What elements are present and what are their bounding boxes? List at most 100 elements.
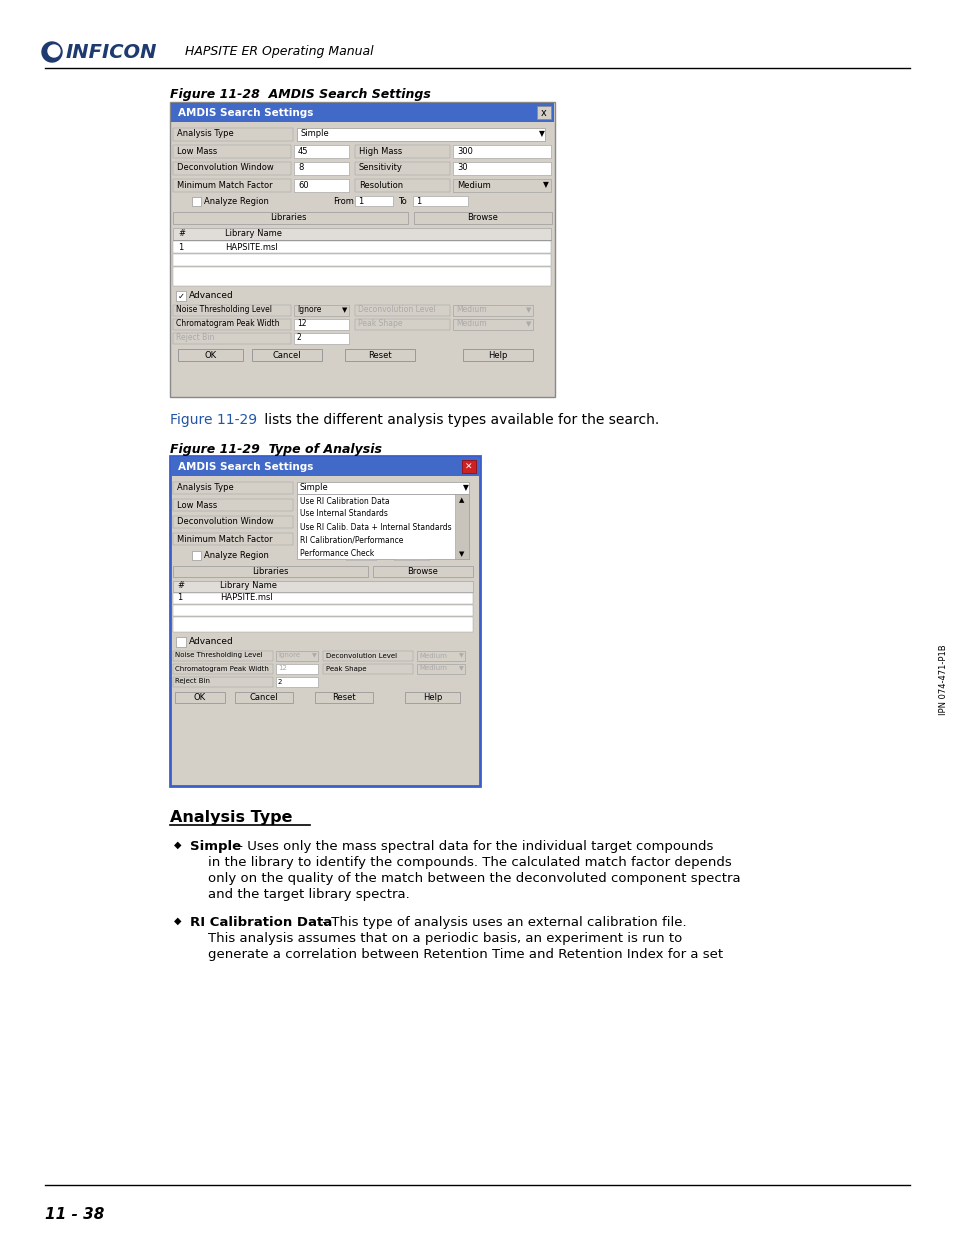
Text: Help: Help [488, 351, 507, 359]
Bar [172, 516, 293, 529]
Text: 1: 1 [177, 594, 182, 603]
Text: 45: 45 [297, 147, 308, 156]
Text: only on the quality of the match between the deconvoluted component spectra: only on the quality of the match between… [208, 872, 740, 885]
Text: Medium: Medium [456, 320, 486, 329]
Bar [192, 198, 201, 206]
Bar [192, 551, 201, 559]
Text: INFICON: INFICON [66, 42, 157, 62]
Text: Browse: Browse [467, 214, 497, 222]
Text: - Uses only the mass spectral data for the individual target compounds: - Uses only the mass spectral data for t… [233, 840, 713, 853]
Bar [175, 291, 186, 301]
Text: 1: 1 [357, 196, 363, 205]
Text: Cancel: Cancel [273, 351, 301, 359]
Text: - This type of analysis uses an external calibration file.: - This type of analysis uses an external… [317, 916, 686, 929]
Text: Simple: Simple [299, 483, 329, 493]
Text: 12: 12 [296, 320, 306, 329]
Bar [172, 162, 291, 175]
Text: 1: 1 [396, 551, 402, 559]
Text: ▼: ▼ [525, 321, 531, 327]
Text: Ignore: Ignore [277, 652, 300, 658]
Bar [172, 228, 551, 240]
Bar [453, 319, 533, 330]
Text: ▼: ▼ [542, 180, 548, 189]
Bar [175, 637, 186, 647]
Bar [172, 618, 473, 632]
Text: Browse: Browse [407, 567, 438, 576]
Text: Use Internal Standards: Use Internal Standards [299, 510, 388, 519]
Text: OK: OK [204, 351, 216, 359]
Bar [170, 103, 555, 396]
Text: Peak Shape: Peak Shape [357, 320, 402, 329]
Text: Use RI Calib. Data + Internal Standards: Use RI Calib. Data + Internal Standards [299, 522, 451, 531]
Text: ▼: ▼ [312, 653, 316, 658]
Text: 8: 8 [297, 163, 303, 173]
Bar [355, 196, 393, 206]
Text: HAPSITE ER Operating Manual: HAPSITE ER Operating Manual [185, 46, 374, 58]
Text: Minimum Match Factor: Minimum Match Factor [177, 180, 273, 189]
Text: AMDIS Search Settings: AMDIS Search Settings [178, 107, 313, 119]
Text: 300: 300 [456, 147, 473, 156]
Text: Medium: Medium [456, 180, 490, 189]
Bar [172, 482, 293, 494]
Bar [171, 457, 478, 475]
Text: Figure 11-29  Type of Analysis: Figure 11-29 Type of Analysis [170, 443, 381, 456]
Bar [294, 319, 349, 330]
Text: ▼: ▼ [458, 551, 464, 557]
Bar [172, 305, 291, 316]
Text: #: # [178, 230, 185, 238]
Bar [172, 241, 551, 253]
Bar [252, 350, 322, 361]
Bar [453, 179, 551, 191]
Text: Chromatogram Peak Width: Chromatogram Peak Width [175, 320, 279, 329]
Bar [234, 692, 293, 703]
Text: ▼: ▼ [341, 308, 347, 312]
Bar [294, 162, 349, 175]
Text: High Mass: High Mass [358, 147, 402, 156]
Text: Library Name: Library Name [225, 230, 282, 238]
Text: Reset: Reset [368, 351, 392, 359]
Bar [416, 664, 464, 674]
Bar [294, 333, 349, 345]
Text: Figure 11-29: Figure 11-29 [170, 412, 257, 427]
Text: Medium: Medium [418, 652, 446, 658]
Bar [314, 692, 373, 703]
Text: Peak Shape: Peak Shape [326, 666, 366, 672]
Text: Simple: Simple [301, 130, 330, 138]
Text: Use RI Calibration Data: Use RI Calibration Data [299, 496, 389, 505]
Bar [296, 499, 361, 511]
Text: Advanced: Advanced [189, 291, 233, 300]
Bar [275, 651, 317, 661]
Text: 1: 1 [178, 242, 183, 252]
Bar [355, 144, 450, 158]
Text: Deconvolution Window: Deconvolution Window [177, 163, 274, 173]
Text: 12: 12 [277, 666, 287, 672]
Text: Analysis Type: Analysis Type [170, 810, 293, 825]
Text: ◆: ◆ [173, 916, 181, 926]
Bar [296, 516, 361, 529]
Text: To: To [397, 196, 406, 205]
Bar [355, 179, 450, 191]
Bar [323, 651, 413, 661]
Text: Chromatogram Peak Width: Chromatogram Peak Width [174, 666, 269, 672]
Bar [355, 162, 450, 175]
Bar [453, 144, 551, 158]
Text: ▼: ▼ [525, 308, 531, 312]
Text: AMDIS Search Settings: AMDIS Search Settings [178, 462, 313, 472]
Text: Figure 11-28  AMDIS Search Settings: Figure 11-28 AMDIS Search Settings [170, 88, 431, 101]
Bar [172, 128, 293, 141]
Bar [172, 254, 551, 266]
Text: Deconvolution Level: Deconvolution Level [326, 652, 396, 658]
Text: Deconvolution Level: Deconvolution Level [357, 305, 436, 315]
Text: 30: 30 [456, 163, 467, 173]
Text: Medium: Medium [456, 305, 486, 315]
Circle shape [48, 44, 60, 57]
Text: ▼: ▼ [462, 483, 468, 493]
Text: 1: 1 [349, 551, 354, 559]
Text: From: From [333, 196, 354, 205]
Text: generate a correlation between Retention Time and Retention Index for a set: generate a correlation between Retention… [208, 948, 722, 961]
Bar [172, 593, 473, 604]
Bar [178, 350, 243, 361]
Text: Libraries: Libraries [252, 567, 288, 576]
Text: Deconvolution Window: Deconvolution Window [177, 517, 274, 526]
Bar [172, 144, 291, 158]
